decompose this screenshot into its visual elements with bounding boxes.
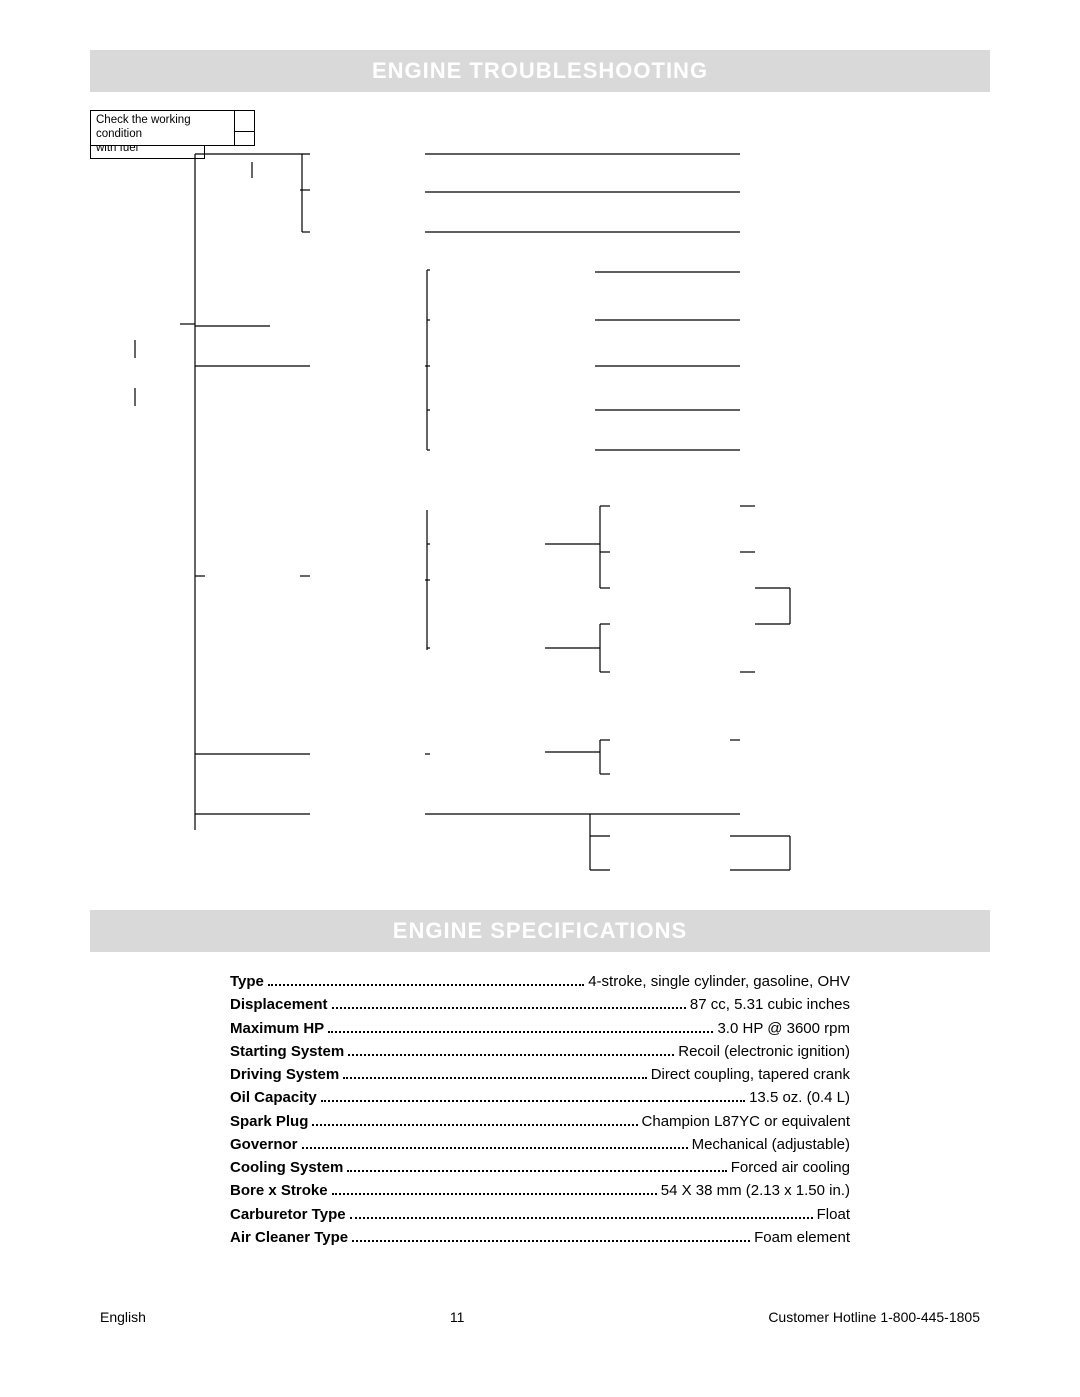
spec-label: Spark Plug (230, 1110, 308, 1133)
spec-value: 13.5 oz. (0.4 L) (749, 1086, 850, 1109)
spec-dots (312, 1114, 637, 1126)
troubleshooting-diagram: CONDITION PROBABLE CAUSE CORRECTIVE ACTI… (90, 110, 990, 890)
spec-dots (328, 1021, 713, 1033)
spec-label: Governor (230, 1133, 298, 1156)
spec-dots (347, 1160, 726, 1172)
specs-list: Type 4-stroke, single cylinder, gasoline,… (230, 970, 850, 1249)
spec-label: Oil Capacity (230, 1086, 317, 1109)
spec-value: Foam element (754, 1226, 850, 1249)
spec-row: Cooling System Forced air cooling (230, 1156, 850, 1179)
footer-right: Customer Hotline 1-800-445-1805 (768, 1309, 980, 1325)
footer-page-number: 11 (450, 1309, 465, 1325)
spec-dots (350, 1207, 813, 1219)
spec-dots (332, 1183, 657, 1195)
action-check-working: Check the working condition (90, 110, 235, 146)
spec-dots (332, 997, 686, 1009)
spec-value: Direct coupling, tapered crank (651, 1063, 850, 1086)
spec-value: 54 X 38 mm (2.13 x 1.50 in.) (661, 1179, 850, 1202)
spec-dots (348, 1044, 674, 1056)
spec-row: Air Cleaner Type Foam element (230, 1226, 850, 1249)
spec-row: Starting System Recoil (electronic igniti… (230, 1040, 850, 1063)
spec-row: Type 4-stroke, single cylinder, gasoline,… (230, 970, 850, 993)
connector-lines (90, 110, 990, 890)
spec-value: Forced air cooling (731, 1156, 850, 1179)
spec-value: Recoil (electronic ignition) (678, 1040, 850, 1063)
troubleshooting-header: ENGINE TROUBLESHOOTING (90, 50, 990, 92)
spec-label: Cooling System (230, 1156, 343, 1179)
spec-label: Carburetor Type (230, 1203, 346, 1226)
spec-value: Float (817, 1203, 850, 1226)
spec-value: 3.0 HP @ 3600 rpm (717, 1017, 850, 1040)
spec-value: Mechanical (adjustable) (692, 1133, 850, 1156)
spec-label: Air Cleaner Type (230, 1226, 348, 1249)
spec-dots (321, 1090, 745, 1102)
spec-row: Spark Plug Champion L87YC or equivalent (230, 1110, 850, 1133)
spec-value: Champion L87YC or equivalent (642, 1110, 850, 1133)
spec-label: Bore x Stroke (230, 1179, 328, 1202)
spec-row: Driving System Direct coupling, tapered c… (230, 1063, 850, 1086)
spec-row: Displacement 87 cc, 5.31 cubic inches (230, 993, 850, 1016)
spec-label: Driving System (230, 1063, 339, 1086)
spec-label: Starting System (230, 1040, 344, 1063)
spec-value: 87 cc, 5.31 cubic inches (690, 993, 850, 1016)
footer-left: English (100, 1309, 146, 1325)
page-footer: English 11 Customer Hotline 1-800-445-18… (90, 1309, 990, 1325)
spec-label: Maximum HP (230, 1017, 324, 1040)
spec-row: Carburetor Type Float (230, 1203, 850, 1226)
spec-row: Oil Capacity 13.5 oz. (0.4 L) (230, 1086, 850, 1109)
spec-dots (352, 1230, 750, 1242)
spec-row: Governor Mechanical (adjustable) (230, 1133, 850, 1156)
spec-dots (268, 974, 584, 986)
spec-row: Maximum HP 3.0 HP @ 3600 rpm (230, 1017, 850, 1040)
spec-label: Type (230, 970, 264, 993)
spec-dots (302, 1137, 688, 1149)
spec-label: Displacement (230, 993, 328, 1016)
spec-row: Bore x Stroke 54 X 38 mm (2.13 x 1.50 in.… (230, 1179, 850, 1202)
spec-dots (343, 1067, 647, 1079)
specifications-header: ENGINE SPECIFICATIONS (90, 910, 990, 952)
spec-value: 4-stroke, single cylinder, gasoline, OHV (588, 970, 850, 993)
